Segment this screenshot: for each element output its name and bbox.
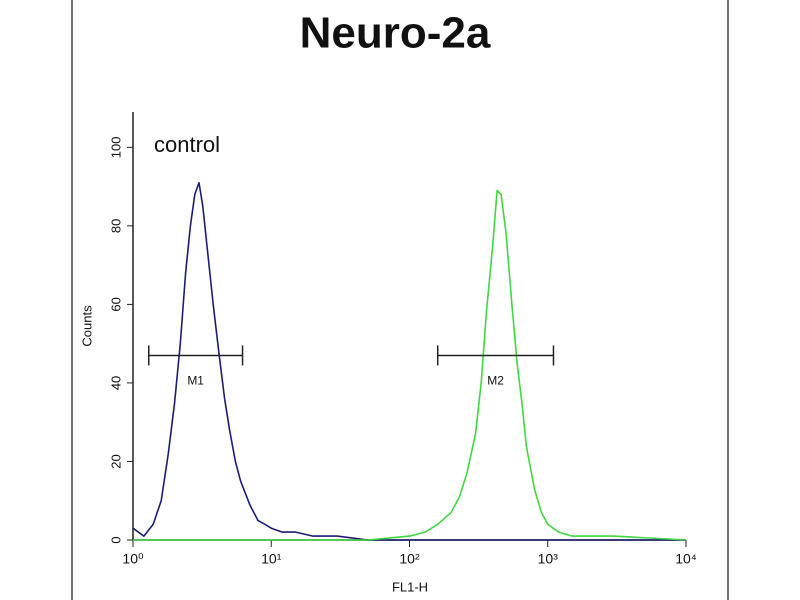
y-tick-label: 0 xyxy=(108,536,123,543)
x-tick-label: 10² xyxy=(399,551,420,567)
y-tick-label: 40 xyxy=(108,376,123,390)
marker-label: M1 xyxy=(187,374,204,388)
chart-title: Neuro-2a xyxy=(300,9,491,58)
marker-label: M2 xyxy=(487,374,504,388)
y-tick-label: 100 xyxy=(108,136,123,158)
x-tick-label: 10¹ xyxy=(261,551,282,567)
frame xyxy=(71,0,729,600)
y-tick-label: 60 xyxy=(108,297,123,311)
x-axis-label: FL1-H xyxy=(392,579,428,594)
x-tick-label: 10⁰ xyxy=(122,551,144,567)
x-tick-label: 10³ xyxy=(538,551,559,567)
annotation: control xyxy=(154,132,220,157)
histogram-line xyxy=(132,181,686,541)
y-tick-label: 20 xyxy=(108,454,123,468)
y-axis-label: Counts xyxy=(79,305,94,347)
histogram-line xyxy=(133,189,687,541)
y-tick-label: 80 xyxy=(108,219,123,233)
x-tick-label: 10⁴ xyxy=(675,551,697,567)
